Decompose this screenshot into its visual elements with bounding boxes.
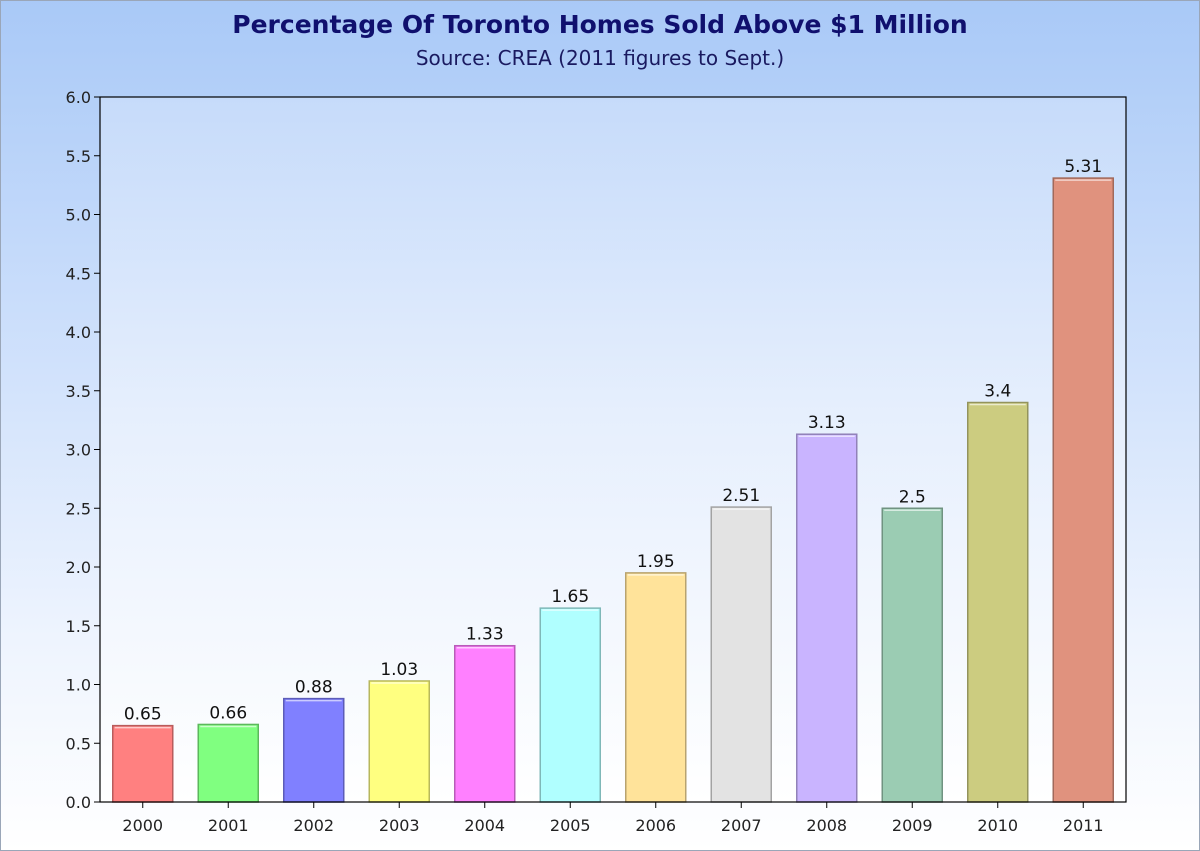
bar-2006 [625,572,687,803]
chart-subtitle: Source: CREA (2011 figures to Sept.) [415,46,785,70]
data-label-2002: 0.88 [295,678,333,698]
bar-2003 [368,680,430,803]
x-tick-label: 2001 [208,816,249,835]
data-label-2009: 2.5 [899,487,926,507]
data-label-2003: 1.03 [380,660,418,680]
y-tick-label: 4.5 [66,264,91,283]
bar-2007 [710,506,772,803]
x-tick-label: 2006 [635,816,676,835]
chart-title: Percentage Of Toronto Homes Sold Above $… [232,10,968,39]
bar-2011 [1052,177,1114,803]
bar-2001 [197,723,259,803]
y-tick-label: 0.5 [66,734,91,753]
data-label-2005: 1.65 [551,587,589,607]
plot-area [100,97,1126,802]
data-label-2004: 1.33 [466,625,504,645]
plot-border [99,96,1127,803]
bar-2009 [881,507,943,803]
bars-group [112,177,1114,803]
y-tick-label: 5.5 [66,147,91,166]
bar-2000 [112,724,174,803]
bar-2004 [454,644,516,803]
y-tick-label: 1.5 [66,617,91,636]
y-tick-label: 5.0 [66,206,91,225]
y-tick-label: 4.0 [66,323,91,342]
data-labels-group: 0.65 0.66 0.88 1.03 1.33 1.65 1.95 2.51 3.13 2.5 3… [124,157,1102,725]
x-tick-label: 2010 [977,816,1018,835]
data-label-2006: 1.95 [637,552,675,572]
bar-2002 [283,697,345,803]
data-label-2001: 0.66 [209,703,247,723]
x-tick-label: 2008 [806,816,847,835]
data-label-2007: 2.51 [722,486,760,506]
y-tick-label: 3.5 [66,382,91,401]
data-label-2008: 3.13 [808,413,846,433]
x-tick-label: 2005 [550,816,591,835]
y-tick-label: 2.5 [66,499,91,518]
y-tick-label: 3.0 [66,441,91,460]
data-label-2010: 3.4 [984,382,1011,402]
x-tick-label: 2011 [1063,816,1104,835]
x-tick-label: 2000 [122,816,163,835]
x-tick-label: 2003 [379,816,420,835]
bar-2005 [539,607,601,803]
x-tick-label: 2007 [721,816,762,835]
x-tick-label: 2004 [464,816,505,835]
data-label-2011: 5.31 [1064,157,1102,177]
y-tick-label: 1.0 [66,676,91,695]
bar-2008 [796,433,858,803]
y-tick-label: 2.0 [66,558,91,577]
x-tick-label: 2009 [892,816,933,835]
bar-2010 [967,401,1029,803]
data-label-2000: 0.65 [124,705,162,725]
x-tick-label: 2002 [293,816,334,835]
axes-group: 2000 2001 2002 2003 2004 2005 2006 2007 2008 2009… [66,88,1127,835]
y-tick-label: 0.0 [66,793,91,812]
y-tick-label: 6.0 [66,88,91,107]
